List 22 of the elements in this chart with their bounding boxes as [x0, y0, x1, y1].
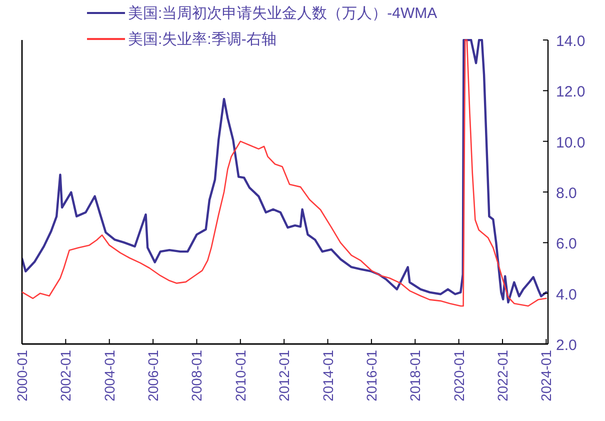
x-tick-label: 2014-01	[320, 350, 336, 402]
x-tick-label: 2012-01	[276, 350, 292, 402]
y2-tick-label: 14.0	[556, 33, 586, 50]
legend-label: 美国:失业率:季调-右轴	[128, 31, 276, 48]
y2-tick-label: 4.0	[556, 286, 577, 304]
x-tick-label: 2006-01	[145, 350, 162, 402]
y2-tick-label: 2.0	[556, 337, 577, 354]
y2-tick-label: 6.0	[556, 236, 577, 253]
x-tick-label: 2024-01	[538, 350, 554, 402]
x-tick-label: 2022-01	[494, 350, 510, 402]
x-tick-label: 2010-01	[232, 350, 248, 402]
x-tick-label: 2008-01	[188, 350, 205, 402]
x-tick-label: 2018-01	[407, 350, 424, 402]
x-tick-label: 2016-01	[363, 350, 380, 402]
x-tick-label: 2002-01	[58, 350, 74, 402]
x-tick-label: 2000-01	[14, 350, 30, 402]
y2-tick-label: 12.0	[556, 84, 586, 101]
legend-label: 美国:当周初次申请失业金人数（万人）-4WMA	[128, 5, 438, 22]
x-tick-label: 2020-01	[450, 350, 467, 402]
x-tick-label: 2004-01	[101, 350, 118, 402]
y2-tick-label: 10.0	[556, 134, 586, 152]
y2-tick-label: 8.0	[556, 185, 577, 202]
